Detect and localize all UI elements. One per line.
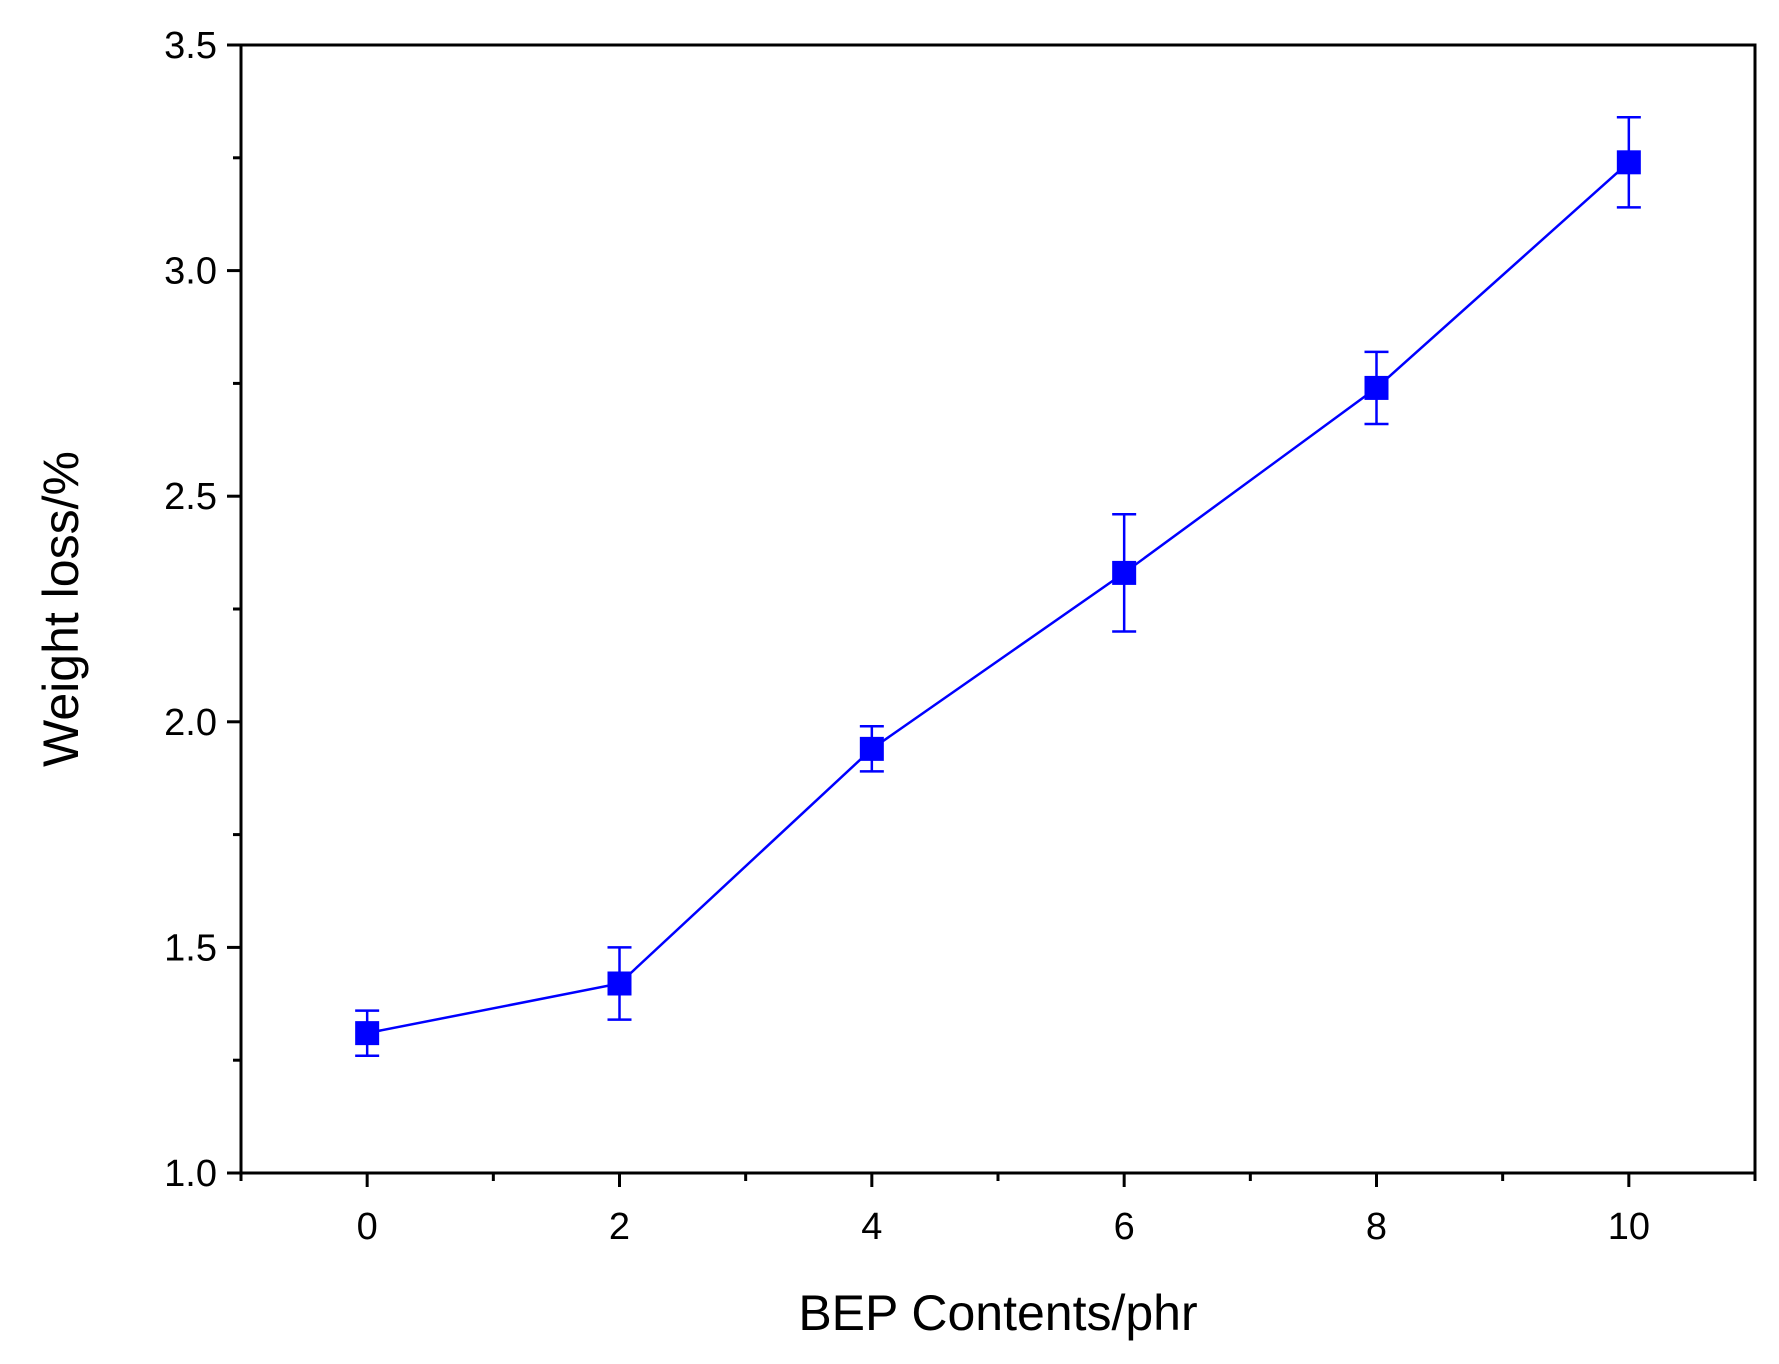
y-axis-title: Weight loss/% xyxy=(33,451,89,767)
data-point xyxy=(1616,150,1641,175)
y-tick-label: 2.5 xyxy=(164,476,217,518)
x-tick-label: 8 xyxy=(1366,1206,1387,1248)
y-tick-label: 2.0 xyxy=(164,702,217,744)
x-tick-label: 0 xyxy=(357,1206,378,1248)
x-tick-label: 4 xyxy=(861,1206,882,1248)
x-tick-label: 6 xyxy=(1114,1206,1135,1248)
data-point xyxy=(355,1021,380,1046)
data-point xyxy=(859,736,884,761)
y-tick-label: 1.0 xyxy=(164,1153,217,1195)
x-axis-title: BEP Contents/phr xyxy=(798,1285,1197,1341)
y-tick-label: 1.5 xyxy=(164,927,217,969)
x-tick-label: 2 xyxy=(609,1206,630,1248)
axes xyxy=(239,43,1757,1175)
series xyxy=(355,115,1641,1057)
x-tick-label: 10 xyxy=(1608,1206,1650,1248)
series-line xyxy=(366,161,1630,1035)
data-point xyxy=(607,971,632,996)
y-tick-label: 3.0 xyxy=(164,251,217,293)
plot-frame xyxy=(239,43,1757,1175)
data-point xyxy=(1112,560,1137,585)
ticks: 0 2 4 6 8 10 1.0 1.5 2.0 2.5 3.0 3.5 xyxy=(164,25,1757,1248)
data-point xyxy=(1364,375,1389,400)
y-tick-label: 3.5 xyxy=(164,25,217,67)
